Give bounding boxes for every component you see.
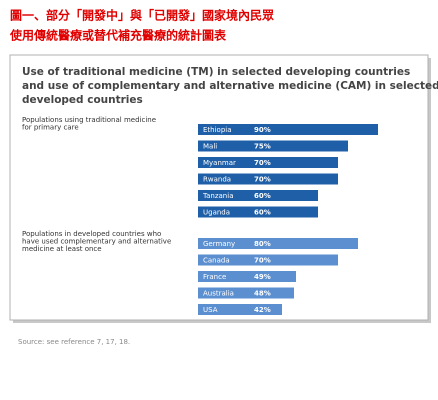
bar-category: Mali <box>203 143 217 151</box>
bar-category: Tanzania <box>202 192 233 200</box>
group-label: Populations using traditional medicine <box>22 116 156 124</box>
panel-title: Use of traditional medicine (TM) in sele… <box>22 66 410 78</box>
bar <box>198 140 348 152</box>
bar-value-label: 70% <box>254 159 271 167</box>
bar-category: Canada <box>203 257 230 265</box>
bar <box>198 238 358 249</box>
group-label: for primary care <box>22 124 79 132</box>
group-label: Populations in developed countries who <box>22 230 161 238</box>
bar <box>198 157 338 168</box>
bar-value-label: 70% <box>254 257 271 265</box>
bar <box>198 206 318 218</box>
source: Source: see reference 7, 17, 18. <box>18 338 130 346</box>
bar-value-label: 42% <box>254 306 271 314</box>
bar <box>198 124 378 135</box>
bar <box>198 287 294 299</box>
bar-value-label: 80% <box>254 240 271 248</box>
bar-value-label: 48% <box>254 290 271 298</box>
bar <box>198 271 296 282</box>
bar-category: France <box>203 273 226 281</box>
bar-category: Ethiopia <box>203 126 232 134</box>
group-label: medicine at least once <box>22 245 102 253</box>
bar-value-label: 75% <box>254 143 271 151</box>
group-label: have used complementary and alternative <box>22 238 171 246</box>
bar-category: Rwanda <box>203 176 231 184</box>
bar <box>198 173 338 185</box>
bar-value-label: 90% <box>254 126 271 134</box>
bar <box>198 254 338 266</box>
bar-value-label: 70% <box>254 176 271 184</box>
panel-title: and use of complementary and alternative… <box>22 80 438 92</box>
bar-category: Australia <box>203 290 234 298</box>
bar-category: USA <box>203 306 218 314</box>
figure-title: 使用傳統醫療或替代補充醫療的統計圖表 <box>9 28 227 43</box>
bar-value-label: 60% <box>254 192 271 200</box>
figure-title: 圖一、部分「開發中」與「已開發」國家境內民眾 <box>10 8 274 23</box>
bar-category: Uganda <box>203 209 230 217</box>
panel-title: developed countries <box>22 94 143 106</box>
bar-category: Germany <box>203 240 235 248</box>
bar-value-label: 60% <box>254 209 271 217</box>
bar-value-label: 49% <box>254 273 271 281</box>
bar <box>198 304 282 315</box>
bar <box>198 190 318 201</box>
bar-category: Myanmar <box>203 159 236 167</box>
